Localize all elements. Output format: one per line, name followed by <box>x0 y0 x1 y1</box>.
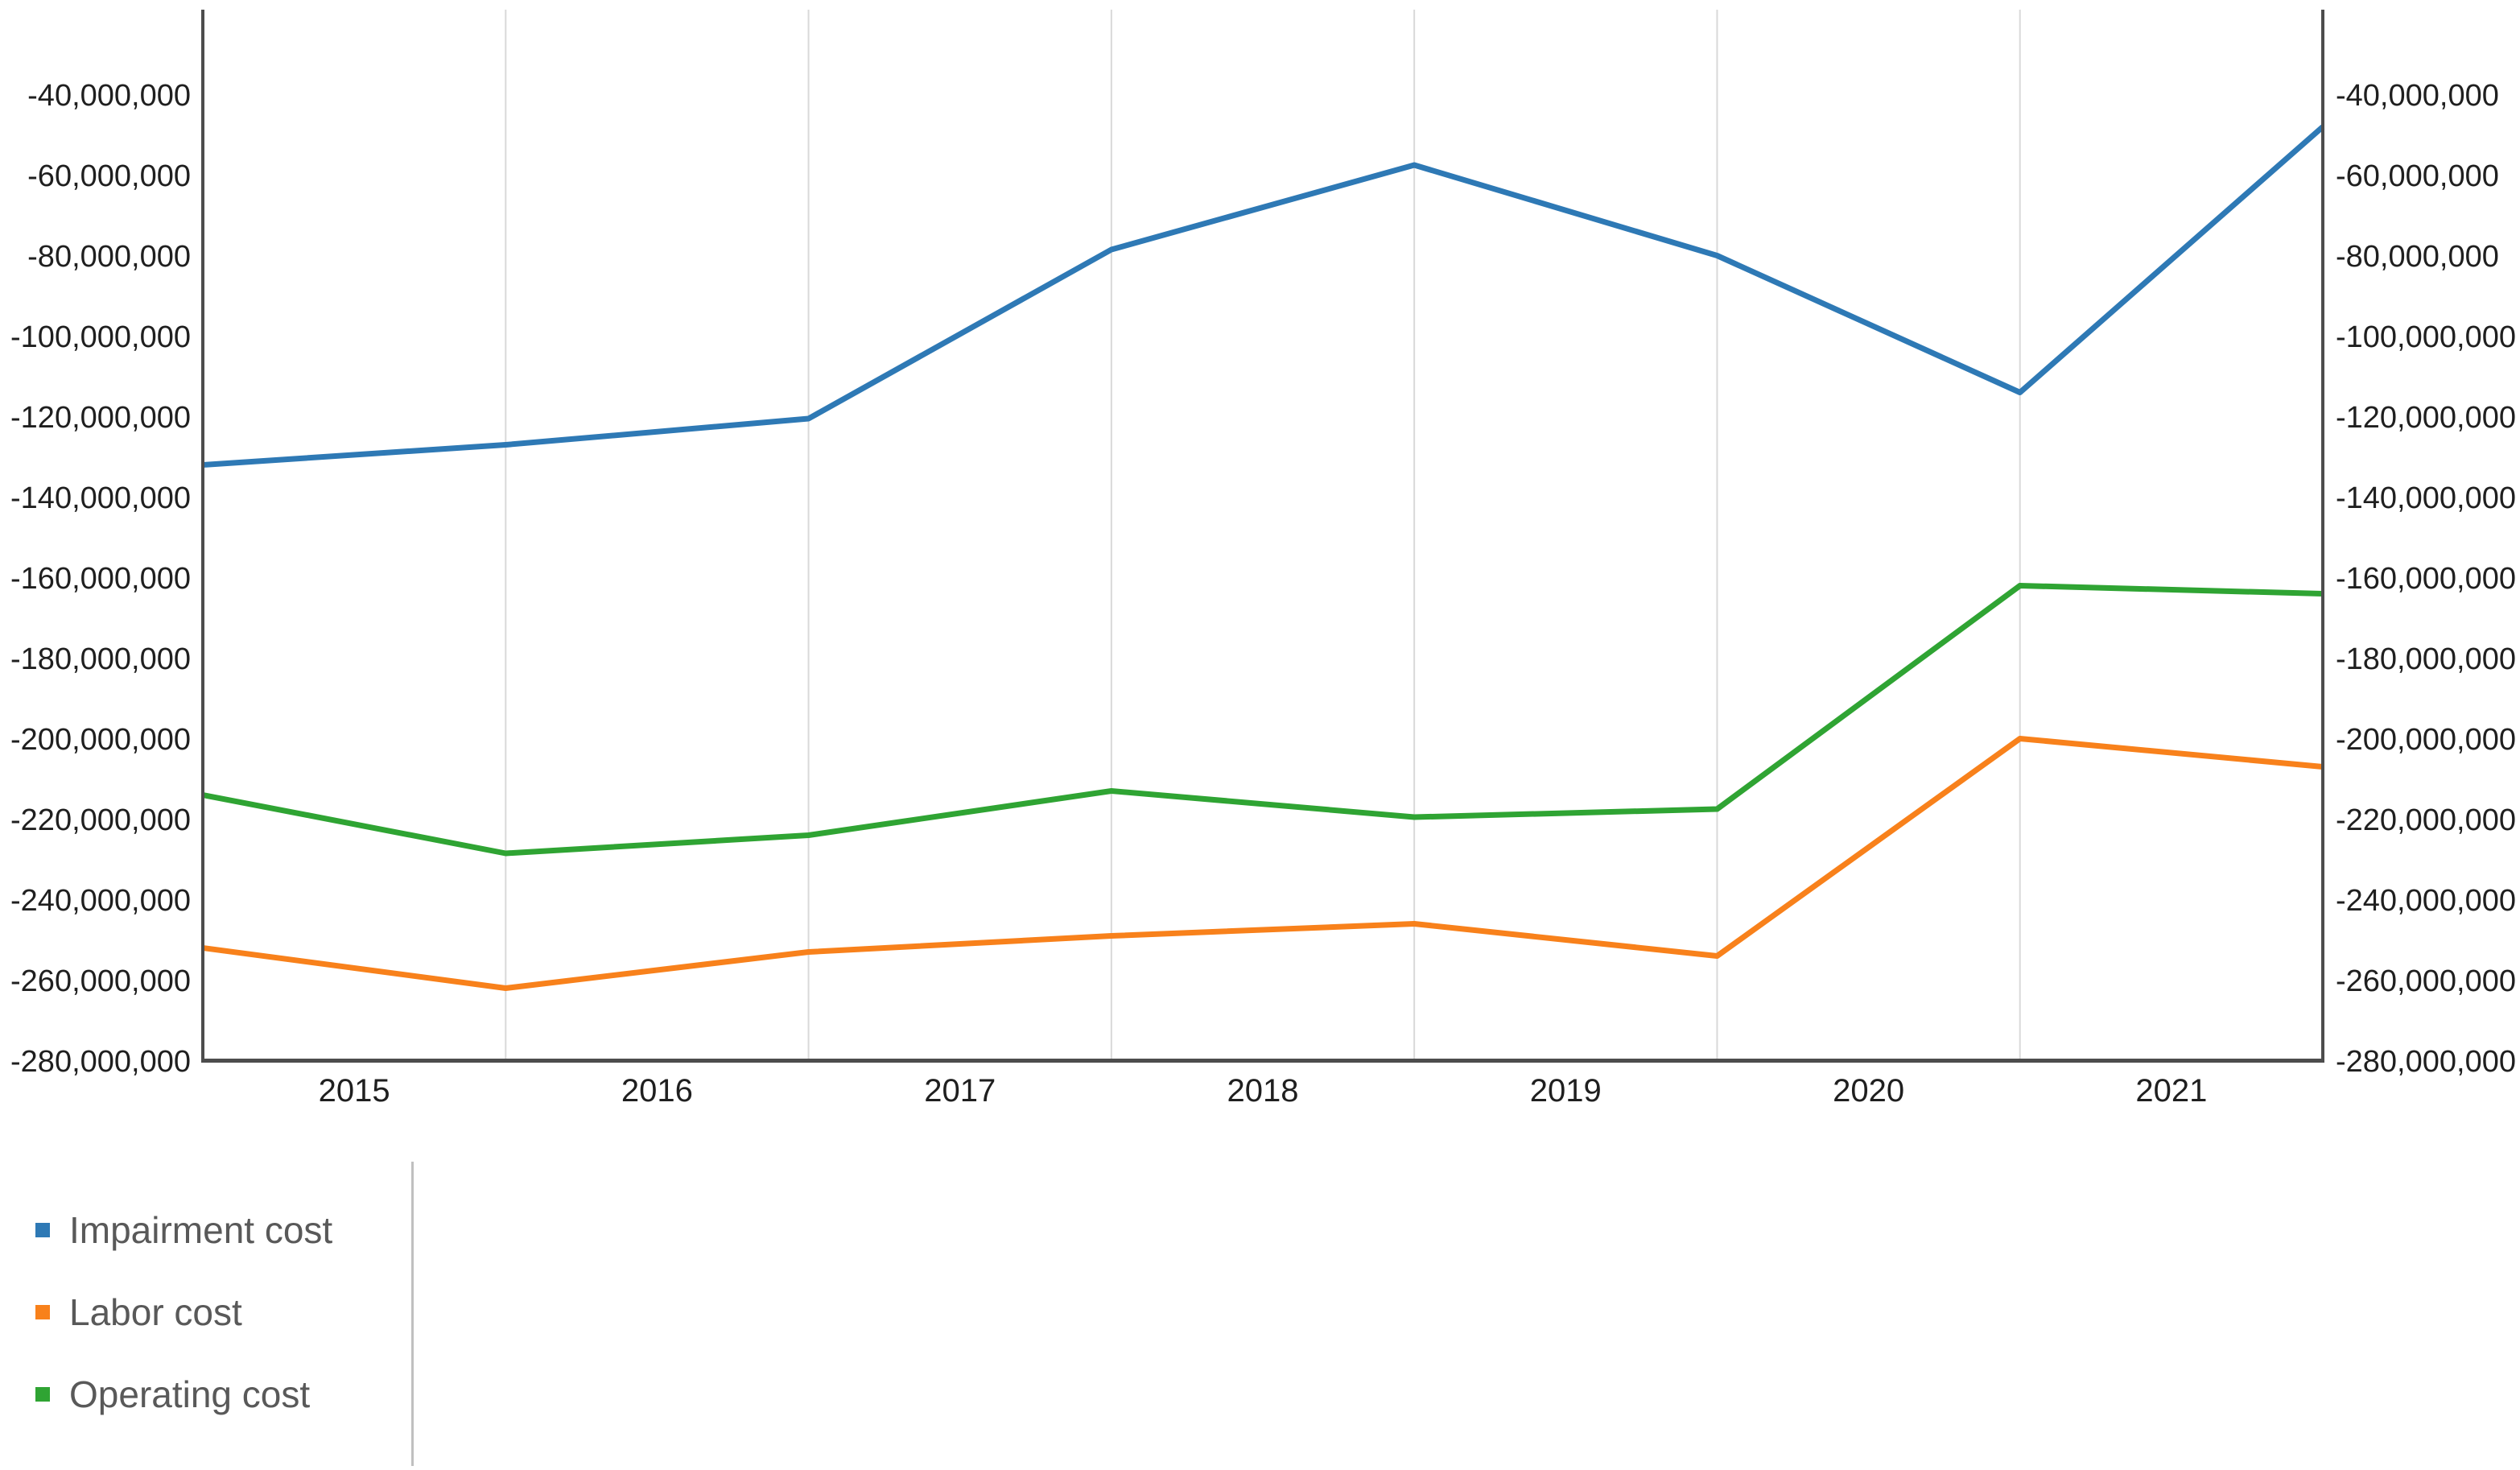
y-tick-label-left: -100,000,000 <box>10 320 191 354</box>
legend-label-impairment-cost: Impairment cost <box>69 1209 333 1251</box>
y-tick-label-right: -260,000,000 <box>2336 964 2516 998</box>
y-tick-label-left: -280,000,000 <box>10 1045 191 1079</box>
y-tick-label-left: -80,000,000 <box>27 240 191 274</box>
legend-item-operating-cost: Operating cost <box>35 1373 311 1415</box>
x-tick-label: 2015 <box>319 1073 390 1109</box>
y-tick-label-right: -120,000,000 <box>2336 401 2516 435</box>
x-tick-label: 2020 <box>1833 1073 1904 1109</box>
y-tick-label-left: -260,000,000 <box>10 964 191 998</box>
y-tick-label-left: -180,000,000 <box>10 642 191 676</box>
y-tick-label-left: -220,000,000 <box>10 803 191 837</box>
y-tick-label-right: -80,000,000 <box>2336 240 2499 274</box>
y-tick-label-left: -160,000,000 <box>10 562 191 596</box>
y-tick-label-right: -240,000,000 <box>2336 884 2516 918</box>
y-tick-label-right: -100,000,000 <box>2336 320 2516 354</box>
legend: Impairment cost Labor cost Operating cos… <box>0 1127 563 1470</box>
y-tick-label-right: -200,000,000 <box>2336 723 2516 757</box>
legend-item-labor-cost: Labor cost <box>35 1291 242 1333</box>
y-tick-label-right: -40,000,000 <box>2336 79 2499 113</box>
y-tick-label-left: -240,000,000 <box>10 884 191 918</box>
legend-swatch-impairment-cost <box>35 1223 50 1237</box>
x-tick-label: 2019 <box>1530 1073 1602 1109</box>
x-tick-label: 2016 <box>621 1073 693 1109</box>
x-tick-label: 2021 <box>2135 1073 2207 1109</box>
legend-swatch-operating-cost <box>35 1387 50 1402</box>
series-line-impairment-cost <box>202 124 2325 468</box>
legend-swatch-labor-cost <box>35 1305 50 1319</box>
legend-label-operating-cost: Operating cost <box>69 1373 311 1415</box>
legend-item-impairment-cost: Impairment cost <box>35 1209 333 1251</box>
y-tick-label-right: -160,000,000 <box>2336 562 2516 596</box>
y-tick-label-right: -140,000,000 <box>2336 481 2516 515</box>
y-tick-label-left: -60,000,000 <box>27 159 191 193</box>
legend-divider <box>411 1162 414 1466</box>
series-line-operating-cost <box>202 583 2324 857</box>
legend-label-labor-cost: Labor cost <box>69 1291 242 1333</box>
x-tick-label: 2018 <box>1227 1073 1299 1109</box>
x-tick-label: 2017 <box>924 1073 996 1109</box>
y-tick-label-right: -180,000,000 <box>2336 642 2516 676</box>
series-line-labor-cost <box>202 736 2324 991</box>
y-tick-label-left: -120,000,000 <box>10 401 191 435</box>
y-tick-label-right: -220,000,000 <box>2336 803 2516 837</box>
y-tick-label-left: -40,000,000 <box>27 79 191 113</box>
y-tick-label-right: -280,000,000 <box>2336 1045 2516 1079</box>
y-tick-label-left: -140,000,000 <box>10 481 191 515</box>
y-tick-label-right: -60,000,000 <box>2336 159 2499 193</box>
y-tick-label-left: -200,000,000 <box>10 723 191 757</box>
